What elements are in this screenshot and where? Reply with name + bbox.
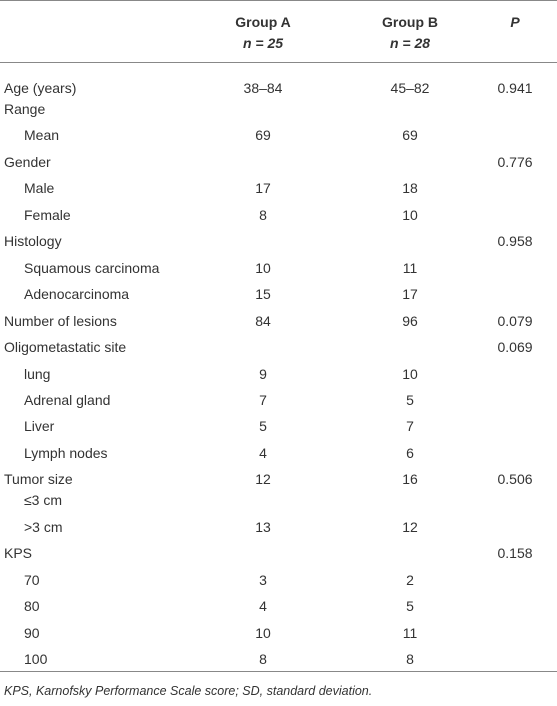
row-label: 100 bbox=[24, 651, 48, 667]
cell: 12 bbox=[402, 518, 418, 535]
cell: 0.158 bbox=[497, 545, 533, 562]
cell: 11 bbox=[402, 624, 418, 641]
row-label: 70 bbox=[24, 571, 40, 588]
row-label: >3 cm bbox=[24, 518, 63, 535]
cell: 69 bbox=[402, 127, 418, 144]
cell: 0.069 bbox=[497, 339, 533, 356]
row-label: Age (years) bbox=[4, 80, 77, 96]
row-label: ≤3 cm bbox=[24, 492, 63, 509]
column-header: P bbox=[510, 14, 520, 30]
cell: 10 bbox=[255, 624, 271, 641]
cell: 0.958 bbox=[497, 233, 533, 250]
row-label: Range bbox=[4, 101, 46, 117]
column-n: n = 28 bbox=[389, 35, 431, 51]
cell: 10 bbox=[402, 365, 418, 382]
rule bbox=[0, 62, 557, 63]
cell: 8 bbox=[259, 206, 267, 223]
cell: 4 bbox=[259, 598, 267, 615]
cell: 8 bbox=[406, 651, 414, 667]
row-label: Histology bbox=[4, 233, 62, 250]
cell: 3 bbox=[259, 571, 267, 588]
cell: 4 bbox=[259, 444, 267, 461]
row-label: Squamous carcinoma bbox=[24, 259, 160, 276]
cell: 10 bbox=[255, 259, 271, 276]
rule bbox=[0, 671, 557, 672]
cell: 5 bbox=[406, 391, 414, 408]
cell: 45–82 bbox=[390, 80, 430, 96]
cell: 10 bbox=[402, 206, 418, 223]
cell: 84 bbox=[255, 312, 271, 329]
row-label: Oligometastatic site bbox=[4, 339, 127, 356]
cell: 13 bbox=[255, 518, 271, 535]
row-label: lung bbox=[24, 365, 51, 382]
cell: 17 bbox=[255, 180, 271, 197]
row-label: KPS bbox=[4, 545, 33, 562]
row-label: Gender bbox=[4, 153, 51, 170]
row-label: Male bbox=[24, 180, 55, 197]
cell: 9 bbox=[259, 365, 267, 382]
cell: 96 bbox=[402, 312, 418, 329]
cell: 16 bbox=[402, 471, 418, 488]
cell: 7 bbox=[259, 391, 267, 408]
row-label: Adenocarcinoma bbox=[24, 286, 130, 303]
row-label: Tumor size bbox=[4, 471, 73, 488]
cell: 38–84 bbox=[243, 80, 283, 96]
row-label: Liver bbox=[24, 418, 55, 435]
row-label: Female bbox=[24, 206, 71, 223]
row-label: 90 bbox=[24, 624, 40, 641]
cell: 2 bbox=[406, 571, 414, 588]
cell: 0.776 bbox=[497, 153, 533, 170]
cell: 69 bbox=[255, 127, 271, 144]
footnote: KPS, Karnofsky Performance Scale score; … bbox=[4, 684, 373, 698]
row-label: Adrenal gland bbox=[24, 391, 111, 408]
column-n: n = 25 bbox=[242, 35, 284, 51]
cell: 5 bbox=[406, 598, 414, 615]
cell: 8 bbox=[259, 651, 267, 667]
cell: 7 bbox=[406, 418, 414, 435]
row-label: Lymph nodes bbox=[24, 444, 108, 461]
rule bbox=[0, 0, 557, 1]
cell: 6 bbox=[406, 444, 414, 461]
row-label: Mean bbox=[24, 127, 60, 144]
cell: 0.079 bbox=[497, 312, 533, 329]
cell: 5 bbox=[259, 418, 267, 435]
cell: 15 bbox=[255, 286, 271, 303]
cell: 11 bbox=[402, 259, 418, 276]
column-header: Group A bbox=[235, 14, 291, 30]
cell: 17 bbox=[402, 286, 418, 303]
column-header: Group B bbox=[382, 14, 438, 30]
cell: 12 bbox=[255, 471, 271, 488]
cell: 0.506 bbox=[497, 471, 533, 488]
cell: 0.941 bbox=[497, 80, 533, 96]
cell: 18 bbox=[402, 180, 418, 197]
row-label: 80 bbox=[24, 598, 40, 615]
row-label: Number of lesions bbox=[4, 312, 117, 329]
